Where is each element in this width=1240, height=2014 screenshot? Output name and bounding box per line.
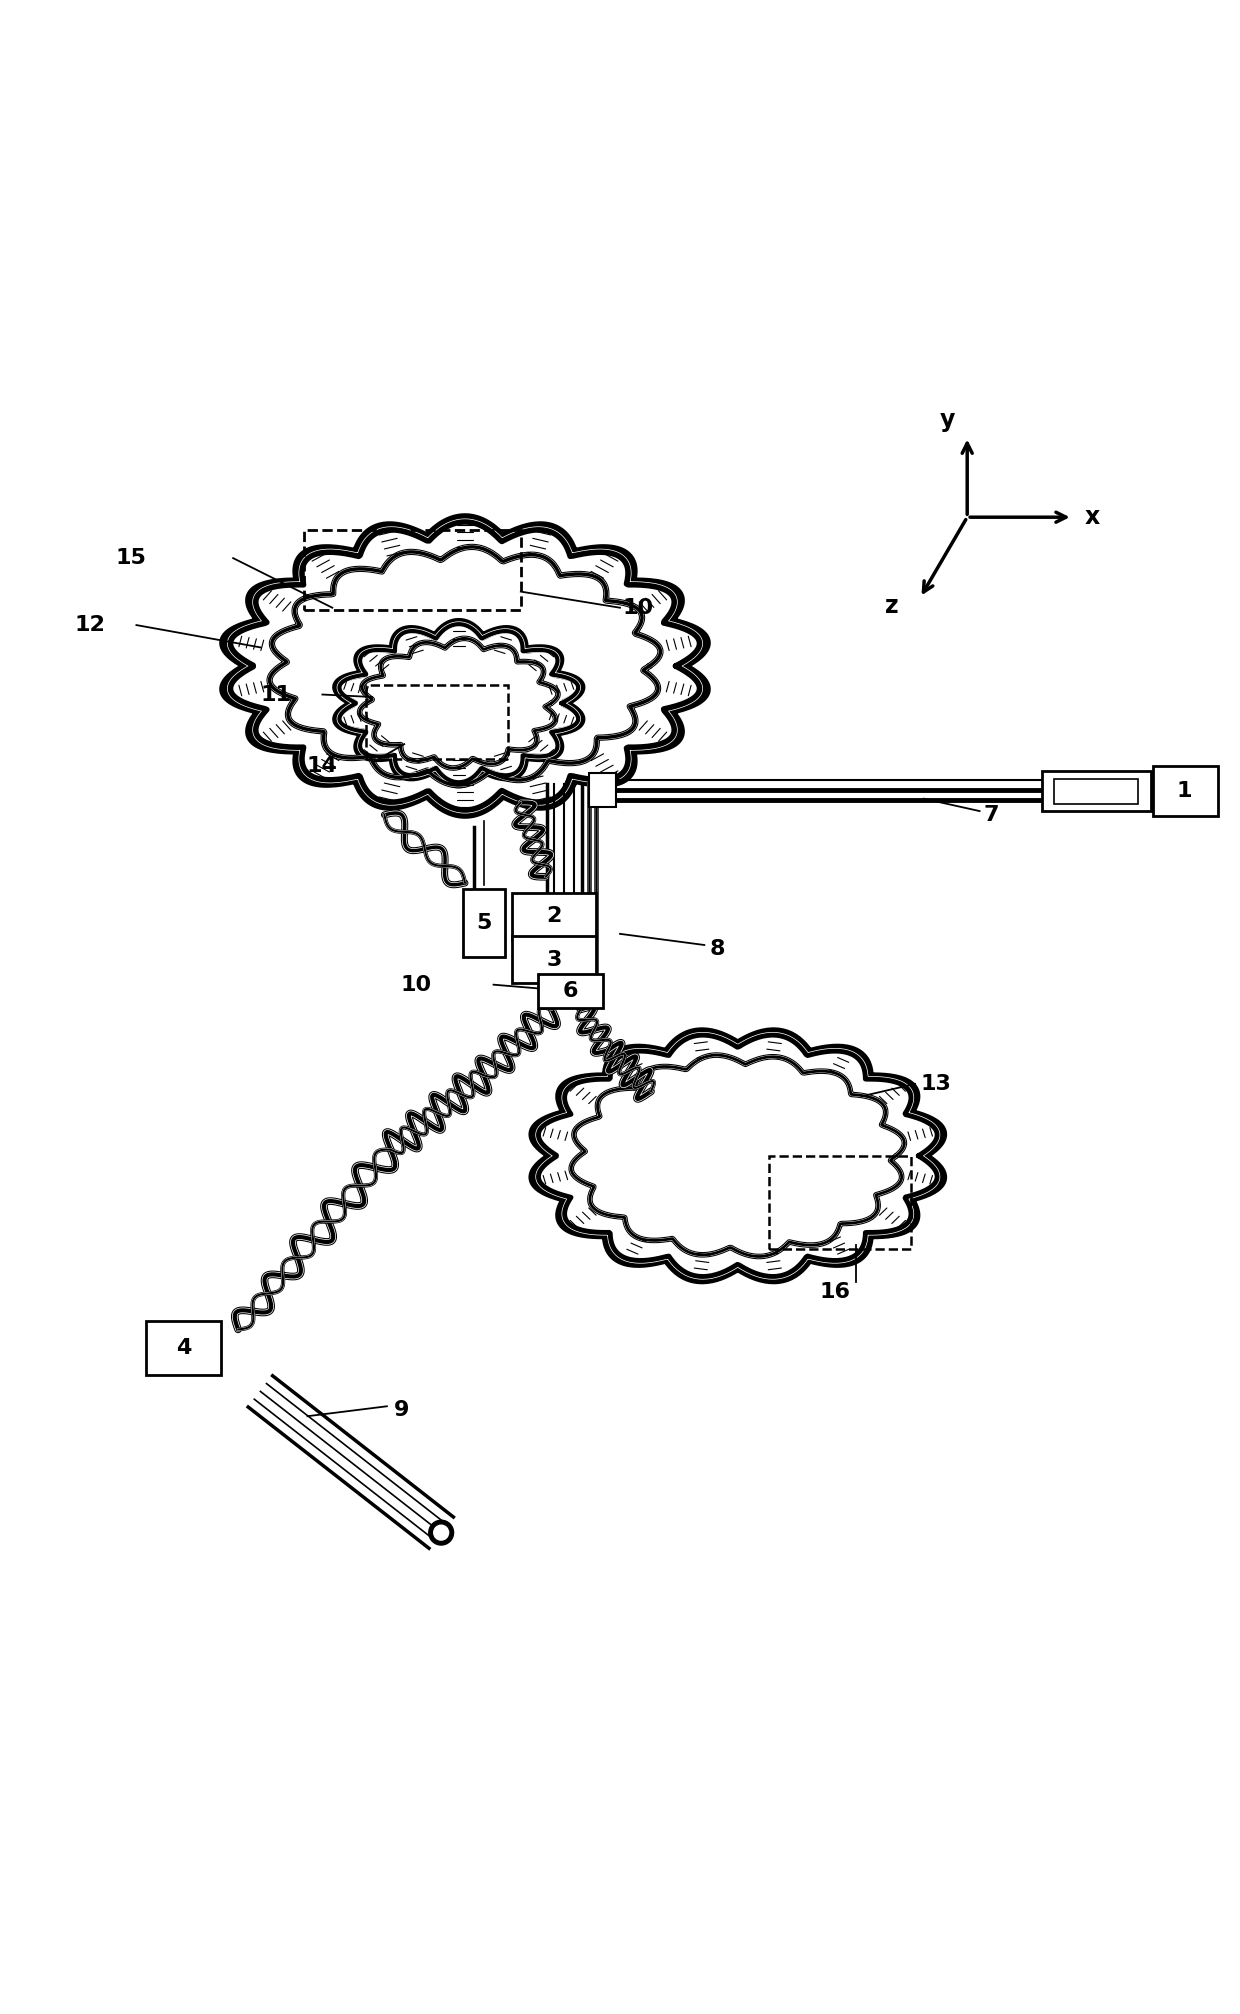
Bar xyxy=(1153,767,1218,816)
Text: 10: 10 xyxy=(622,598,653,618)
Bar xyxy=(463,888,505,957)
Text: x: x xyxy=(1085,506,1100,530)
Text: 6: 6 xyxy=(563,981,578,1001)
Bar xyxy=(512,937,596,983)
Text: 13: 13 xyxy=(920,1073,951,1094)
Bar xyxy=(589,773,616,808)
Text: 7: 7 xyxy=(983,806,999,826)
Bar xyxy=(304,530,521,610)
Text: 11: 11 xyxy=(260,685,291,705)
Circle shape xyxy=(429,1521,454,1545)
Text: 14: 14 xyxy=(306,757,337,777)
Text: 16: 16 xyxy=(820,1283,851,1303)
Text: y: y xyxy=(940,407,955,431)
Bar xyxy=(1054,779,1138,804)
Bar xyxy=(769,1156,911,1249)
Bar xyxy=(512,892,596,941)
Text: 8: 8 xyxy=(709,939,724,959)
Circle shape xyxy=(434,1525,449,1541)
Text: 5: 5 xyxy=(476,912,491,932)
Text: 2: 2 xyxy=(547,906,562,926)
Text: 1: 1 xyxy=(1177,781,1192,802)
Text: 4: 4 xyxy=(176,1337,191,1357)
Text: 10: 10 xyxy=(401,975,432,995)
Bar xyxy=(146,1321,221,1376)
Text: z: z xyxy=(885,594,899,618)
Text: 15: 15 xyxy=(115,548,146,568)
Bar xyxy=(1042,771,1151,812)
Bar xyxy=(538,973,603,1009)
Text: 12: 12 xyxy=(74,614,105,634)
Bar xyxy=(366,685,508,759)
Text: 9: 9 xyxy=(394,1400,409,1420)
Text: 3: 3 xyxy=(547,951,562,971)
